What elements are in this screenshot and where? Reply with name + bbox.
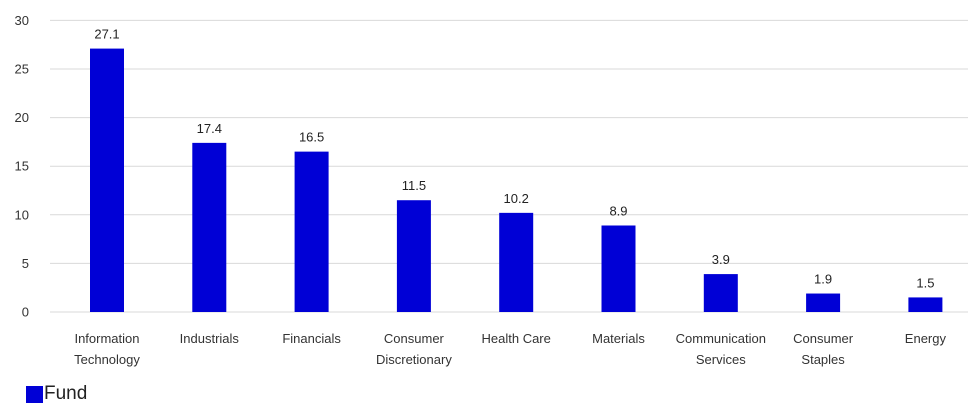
x-category-label: Materials <box>592 331 645 346</box>
legend-swatch <box>26 385 43 403</box>
x-category-label: Health Care <box>482 331 551 346</box>
bar <box>499 212 534 312</box>
data-label: 1.9 <box>814 272 832 287</box>
data-labels: 27.1 17.4 16.5 11.5 10.2 8.9 3.9 1.9 1.5 <box>94 27 934 291</box>
y-tick-label: 0 <box>22 305 29 320</box>
x-category-label: Services <box>696 352 746 367</box>
y-tick-label: 25 <box>15 62 29 77</box>
y-tick-label: 20 <box>15 110 29 125</box>
bar <box>192 142 227 312</box>
x-category-label: Communication <box>676 331 766 346</box>
bar-chart: 0 5 10 15 20 25 30 27.1 17.4 16.5 11.5 10.2 8.9 3.9 1… <box>15 13 968 367</box>
data-label: 27.1 <box>94 27 119 42</box>
bar <box>908 297 943 312</box>
x-category-label: Industrials <box>180 331 240 346</box>
bars <box>90 48 943 312</box>
data-label: 10.2 <box>504 191 529 206</box>
y-axis-ticks: 0 5 10 15 20 25 30 <box>15 13 29 320</box>
x-category-label: Consumer <box>793 331 854 346</box>
x-category-label: Information <box>74 331 139 346</box>
bar <box>396 200 431 312</box>
y-tick-label: 10 <box>15 207 29 222</box>
x-category-label: Consumer <box>384 331 445 346</box>
y-tick-label: 30 <box>15 13 29 28</box>
data-label: 16.5 <box>299 130 324 145</box>
legend: Fund <box>26 383 87 405</box>
x-category-label: Staples <box>801 352 845 367</box>
bar <box>703 274 738 312</box>
x-axis-categories: Information Technology Industrials Financia… <box>74 331 946 367</box>
bar <box>806 293 841 312</box>
legend-label-fund: Fund <box>44 383 88 404</box>
bar <box>601 225 636 312</box>
x-category-label: Energy <box>905 331 947 346</box>
y-tick-label: 5 <box>22 256 29 271</box>
data-label: 17.4 <box>197 121 222 136</box>
data-label: 11.5 <box>402 178 426 193</box>
y-tick-label: 15 <box>15 159 29 174</box>
x-category-label: Discretionary <box>376 352 452 367</box>
data-label: 1.5 <box>916 275 934 290</box>
bar <box>90 48 124 312</box>
x-category-label: Financials <box>282 331 341 346</box>
bar <box>294 151 329 312</box>
data-label: 3.9 <box>712 252 730 267</box>
x-category-label: Technology <box>74 352 140 367</box>
data-label: 8.9 <box>609 203 627 218</box>
